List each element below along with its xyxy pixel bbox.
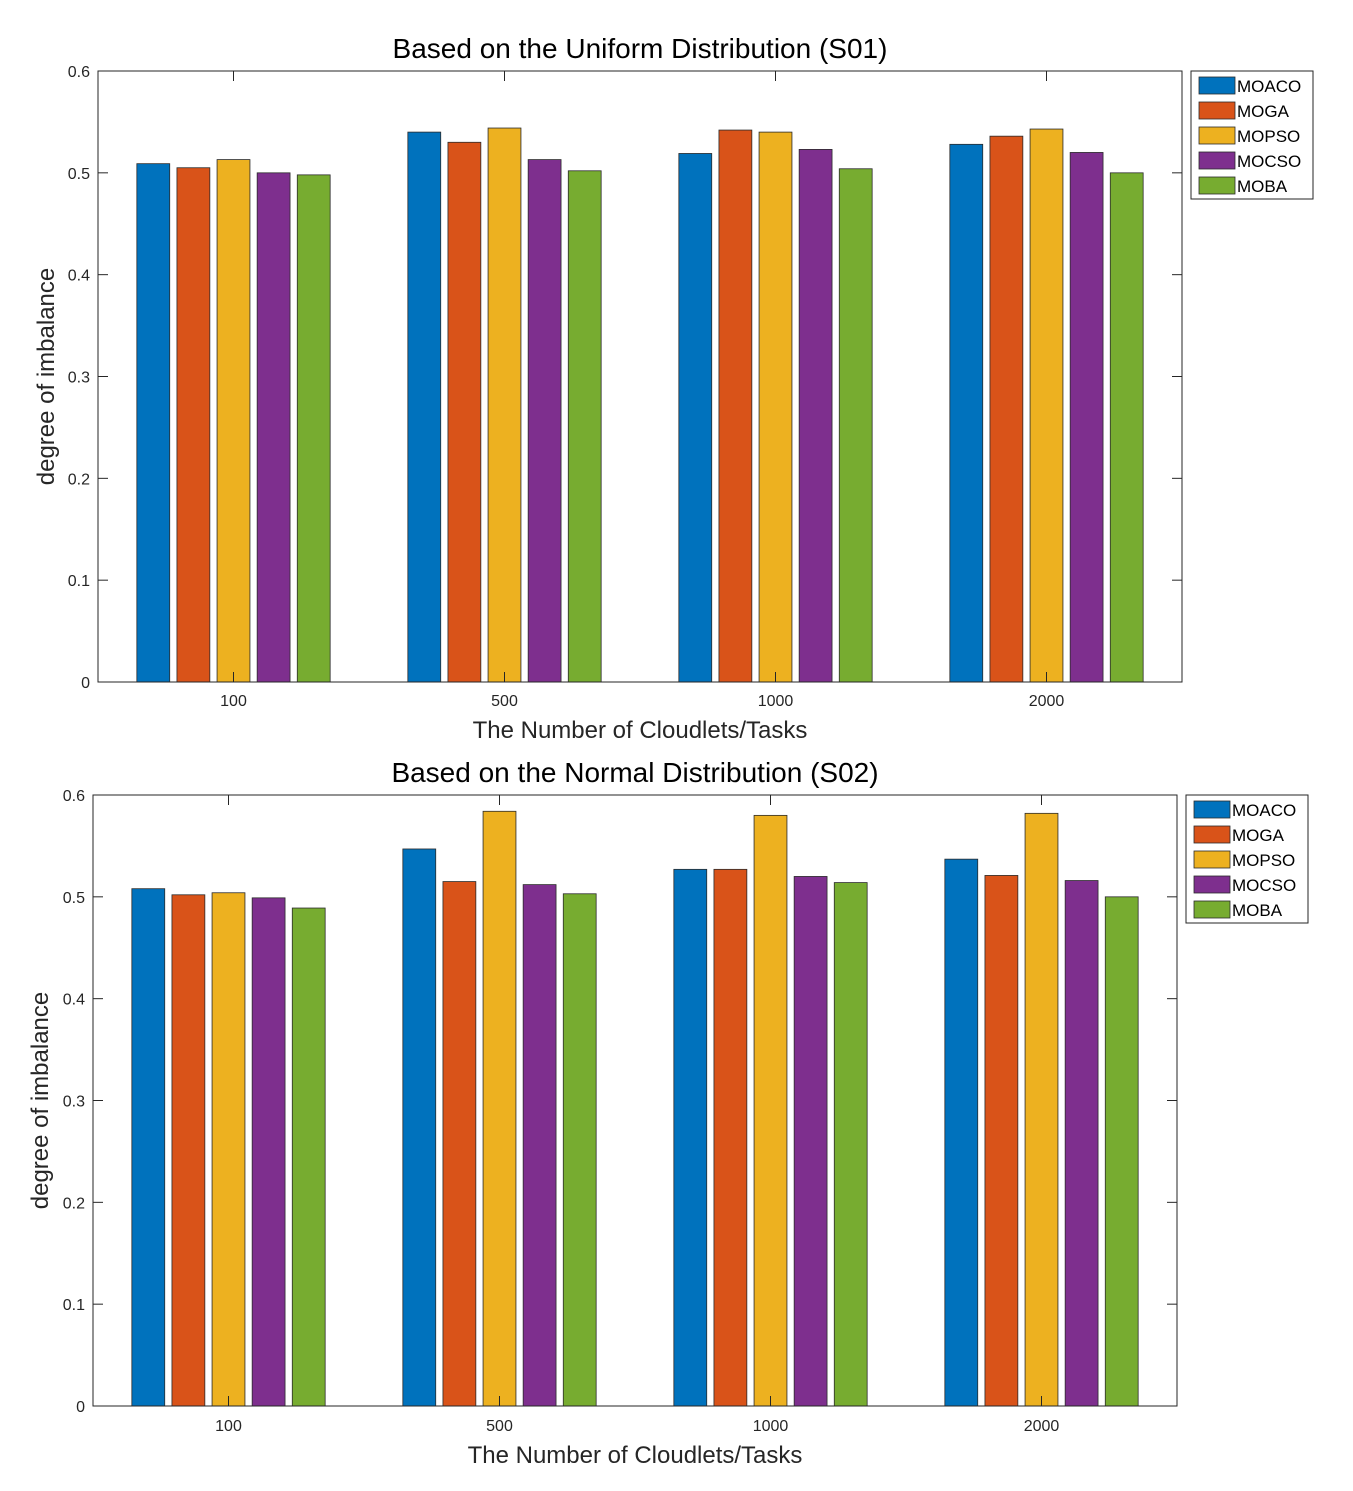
bar-moba-500 bbox=[567, 170, 602, 683]
y-tick-label: 0.5 bbox=[63, 890, 85, 907]
legend-swatch-moba bbox=[1198, 176, 1236, 195]
bar-mocso-100 bbox=[251, 897, 286, 1407]
y-tick-label: 0 bbox=[76, 1399, 85, 1416]
bar-moga-100 bbox=[176, 167, 211, 683]
bar-moaco-1000 bbox=[673, 868, 708, 1407]
y-axis-label: degree of imbalance bbox=[27, 992, 54, 1209]
legend-label-moaco: MOACO bbox=[1237, 77, 1301, 96]
bar-mopso-1000 bbox=[753, 814, 788, 1407]
bar-moaco-2000 bbox=[944, 858, 979, 1407]
y-tick-label: 0.3 bbox=[63, 1094, 85, 1111]
legend-label-mopso: MOPSO bbox=[1237, 127, 1300, 146]
legend-swatch-mopso bbox=[1193, 850, 1231, 869]
legend-swatch-mocso bbox=[1198, 151, 1236, 170]
bar-moba-2000 bbox=[1109, 172, 1144, 683]
legend-label-moba: MOBA bbox=[1237, 177, 1288, 196]
bar-mopso-1000 bbox=[758, 131, 793, 683]
y-tick-label: 0.5 bbox=[68, 166, 90, 183]
y-tick-label: 0.6 bbox=[63, 788, 85, 805]
x-tick-label: 500 bbox=[486, 1418, 513, 1435]
y-tick-label: 0.1 bbox=[68, 573, 90, 590]
bar-mopso-500 bbox=[487, 127, 522, 683]
bar-moga-1000 bbox=[718, 129, 753, 683]
bar-moga-2000 bbox=[984, 875, 1019, 1407]
bar-moaco-500 bbox=[407, 131, 442, 683]
chart-title: Based on the Normal Distribution (S02) bbox=[391, 757, 878, 788]
y-tick-label: 0.6 bbox=[68, 64, 90, 81]
bar-mocso-2000 bbox=[1069, 152, 1104, 683]
legend-label-mocso: MOCSO bbox=[1237, 152, 1301, 171]
x-tick-label: 2000 bbox=[1029, 693, 1065, 710]
chart-title: Based on the Uniform Distribution (S01) bbox=[393, 33, 888, 64]
x-tick-label: 1000 bbox=[758, 693, 794, 710]
legend-swatch-moaco bbox=[1198, 76, 1236, 95]
y-tick-label: 0.4 bbox=[63, 992, 85, 1009]
bar-mocso-500 bbox=[527, 159, 562, 683]
bar-mopso-2000 bbox=[1024, 812, 1059, 1407]
legend-swatch-mopso bbox=[1198, 126, 1236, 145]
y-tick-label: 0.2 bbox=[68, 471, 90, 488]
bar-moba-100 bbox=[296, 174, 331, 683]
bar-moba-100 bbox=[291, 907, 326, 1407]
x-axis-label: The Number of Cloudlets/Tasks bbox=[473, 717, 808, 744]
legend: MOACO MOGA MOPSO MOCSO MOBA bbox=[1185, 794, 1309, 924]
y-axis-label: degree of imbalance bbox=[33, 268, 60, 485]
legend-swatch-moba bbox=[1193, 900, 1231, 919]
bar-moba-1000 bbox=[838, 168, 873, 683]
y-tick-label: 0.3 bbox=[68, 370, 90, 387]
chart-1: Based on the Uniform Distribution (S01) 0… bbox=[33, 33, 1314, 744]
legend-swatch-moga bbox=[1193, 825, 1231, 844]
chart-2: Based on the Normal Distribution (S02) 0 0… bbox=[27, 757, 1309, 1469]
bar-moga-100 bbox=[171, 894, 206, 1407]
legend-swatch-moga bbox=[1198, 101, 1236, 120]
bar-mopso-500 bbox=[482, 810, 517, 1407]
bar-moga-2000 bbox=[989, 135, 1024, 683]
legend-label-mocso: MOCSO bbox=[1232, 876, 1296, 895]
bar-mocso-1000 bbox=[793, 876, 828, 1407]
x-axis-label: The Number of Cloudlets/Tasks bbox=[468, 1442, 803, 1469]
bar-moba-500 bbox=[562, 893, 597, 1407]
legend-label-mopso: MOPSO bbox=[1232, 851, 1295, 870]
bar-moaco-100 bbox=[136, 163, 171, 683]
legend-label-moaco: MOACO bbox=[1232, 801, 1296, 820]
bar-mocso-500 bbox=[522, 884, 557, 1407]
bar-mocso-1000 bbox=[798, 149, 833, 683]
y-tick-label: 0.2 bbox=[63, 1195, 85, 1212]
y-tick-label: 0.4 bbox=[68, 268, 90, 285]
y-tick-label: 0.1 bbox=[63, 1297, 85, 1314]
bar-moba-1000 bbox=[833, 882, 868, 1407]
legend-label-moba: MOBA bbox=[1232, 901, 1283, 920]
bar-moaco-1000 bbox=[678, 153, 713, 683]
bar-moga-500 bbox=[442, 881, 477, 1407]
x-tick-label: 2000 bbox=[1024, 1418, 1060, 1435]
bar-mocso-100 bbox=[256, 172, 291, 683]
bar-mocso-2000 bbox=[1064, 880, 1099, 1407]
bar-moaco-500 bbox=[402, 848, 437, 1407]
x-tick-label: 100 bbox=[215, 1418, 242, 1435]
x-tick-label: 1000 bbox=[753, 1418, 789, 1435]
x-tick-label: 100 bbox=[220, 693, 247, 710]
bar-moaco-2000 bbox=[949, 143, 984, 683]
legend: MOACO MOGA MOPSO MOCSO MOBA bbox=[1190, 70, 1314, 200]
y-tick-label: 0 bbox=[81, 675, 90, 692]
bar-moba-2000 bbox=[1104, 896, 1139, 1407]
bar-mopso-100 bbox=[216, 159, 251, 683]
legend-swatch-moaco bbox=[1193, 800, 1231, 819]
x-tick-label: 500 bbox=[491, 693, 518, 710]
legend-label-moga: MOGA bbox=[1237, 102, 1290, 121]
bar-moga-1000 bbox=[713, 868, 748, 1407]
bar-moga-500 bbox=[447, 141, 482, 683]
legend-label-moga: MOGA bbox=[1232, 826, 1285, 845]
bar-mopso-100 bbox=[211, 892, 246, 1407]
legend-swatch-mocso bbox=[1193, 875, 1231, 894]
bar-mopso-2000 bbox=[1029, 128, 1064, 683]
bar-moaco-100 bbox=[131, 888, 166, 1407]
